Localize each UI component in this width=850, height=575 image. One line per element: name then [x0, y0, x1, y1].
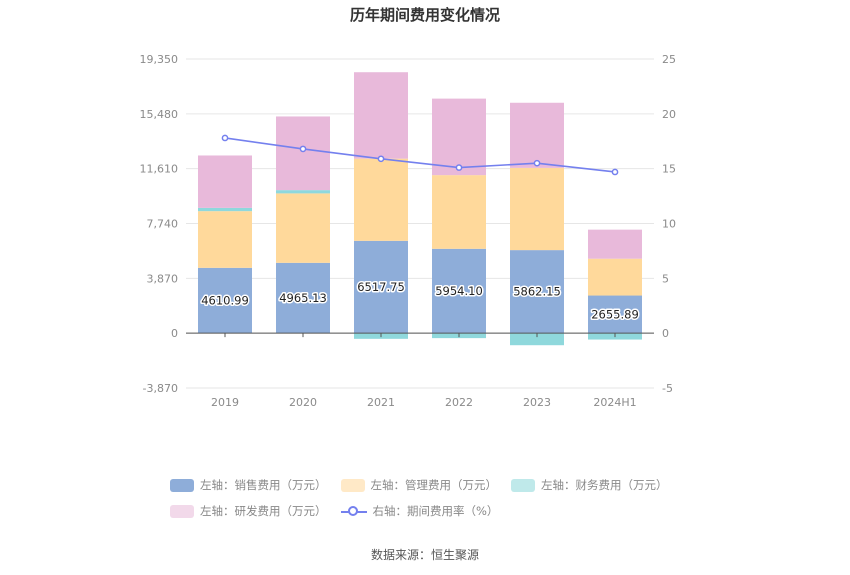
- left-tick-label: -3,870: [143, 382, 178, 395]
- bar-segment[interactable]: [588, 295, 642, 334]
- data-source: 数据来源：恒生聚源: [370, 548, 479, 562]
- right-tick-label: 15: [662, 163, 676, 176]
- rate-point[interactable]: [377, 155, 385, 163]
- legend-label-sales: 左轴：销售费用（万元）: [200, 478, 327, 492]
- x-tick-label: 2019: [211, 396, 239, 409]
- bar-segment[interactable]: [276, 190, 330, 194]
- rate-point[interactable]: [611, 168, 619, 176]
- legend-label-rate: 右轴：期间费用率（%）: [372, 504, 499, 518]
- chart-title: 历年期间费用变化情况: [350, 6, 500, 24]
- x-tick-label: 2020: [289, 396, 317, 409]
- rate-point[interactable]: [299, 145, 307, 153]
- left-tick-label: 7,740: [147, 218, 179, 231]
- x-tick-label: 2022: [445, 396, 473, 409]
- legend-swatch-rate: [340, 505, 367, 518]
- x-tick-label: 2021: [367, 396, 395, 409]
- left-tick-label: 19,350: [140, 53, 179, 66]
- bar-segment[interactable]: [276, 116, 330, 191]
- bar-segment[interactable]: [198, 207, 252, 212]
- sales-data-label: 4610.99: [201, 294, 249, 308]
- legend-label-finance: 左轴：财务费用（万元）: [541, 478, 668, 492]
- left-tick-label: 11,610: [140, 163, 179, 176]
- bar-series: [198, 72, 642, 346]
- bar-segment[interactable]: [354, 240, 408, 334]
- right-tick-label: 5: [662, 272, 669, 285]
- right-tick-label: 10: [662, 218, 676, 231]
- expense-chart: 历年期间费用变化情况 19,350 15,480 11,610 7,740 3,870 0…: [140, 6, 677, 409]
- legend-swatch-rnd: [170, 504, 194, 518]
- rate-point[interactable]: [533, 159, 541, 167]
- bar-segment[interactable]: [432, 175, 486, 249]
- left-tick-label: 3,870: [147, 272, 179, 285]
- legend: 左轴：销售费用（万元） 左轴：管理费用（万元） 左轴：财务费用（万元） 左轴：研…: [170, 472, 690, 524]
- expense-rate-line: [221, 134, 619, 176]
- left-axis-ticks: 19,350 15,480 11,610 7,740 3,870 0 -3,870: [140, 53, 179, 395]
- bar-segment[interactable]: [432, 248, 486, 334]
- bar-segment[interactable]: [198, 155, 252, 208]
- bar-segment[interactable]: [354, 72, 408, 159]
- sales-data-label: 2655.89: [591, 307, 639, 321]
- data-labels: 4610.99 4965.13 6517.75 5954.10 5862.15 2655.…: [200, 278, 641, 322]
- right-tick-label: 20: [662, 108, 676, 121]
- bar-segment[interactable]: [510, 250, 564, 334]
- right-tick-label: 0: [662, 327, 669, 340]
- grid-lines: [186, 58, 654, 389]
- sales-data-label: 4965.13: [279, 291, 327, 305]
- rate-point[interactable]: [221, 134, 229, 142]
- bar-segment[interactable]: [588, 229, 642, 259]
- sales-data-label: 6517.75: [357, 280, 405, 294]
- x-tick-label: 2024H1: [593, 396, 636, 409]
- legend-label-admin: 左轴：管理费用（万元）: [370, 478, 498, 492]
- bar-segment[interactable]: [432, 98, 486, 176]
- rate-line: [224, 137, 616, 173]
- rate-point[interactable]: [455, 164, 463, 171]
- legend-label-rnd: 左轴：研发费用（万元）: [200, 504, 327, 518]
- right-tick-label: -5: [662, 382, 673, 395]
- legend-swatch-finance: [511, 478, 535, 492]
- left-tick-label: 15,480: [140, 108, 179, 121]
- bar-segment[interactable]: [198, 211, 252, 268]
- legend-item-finance[interactable]: 左轴：财务费用（万元）: [511, 477, 668, 493]
- x-tick-label: 2023: [523, 396, 551, 409]
- right-axis-ticks: 25 20 15 10 5 0 -5: [662, 53, 676, 395]
- bar-segment[interactable]: [510, 333, 564, 346]
- bar-segment[interactable]: [510, 102, 564, 168]
- bar-segment[interactable]: [276, 262, 330, 334]
- legend-swatch-admin: [340, 478, 365, 492]
- legend-item-sales[interactable]: 左轴：销售费用（万元）: [170, 477, 327, 493]
- bar-segment[interactable]: [276, 193, 330, 263]
- legend-item-rate[interactable]: 右轴：期间费用率（%）: [340, 503, 499, 519]
- bar-segment[interactable]: [354, 158, 408, 241]
- right-tick-label: 25: [662, 53, 676, 66]
- bar-segment[interactable]: [198, 267, 252, 334]
- bar-segment[interactable]: [588, 258, 642, 296]
- bar-segment[interactable]: [510, 167, 564, 251]
- legend-item-admin[interactable]: 左轴：管理费用（万元）: [340, 477, 498, 493]
- legend-item-rnd[interactable]: 左轴：研发费用（万元）: [170, 503, 327, 519]
- sales-data-label: 5954.10: [435, 284, 483, 298]
- legend-swatch-sales: [170, 478, 194, 492]
- x-axis: 2019 2020 2021 2022 2023 2024H1: [186, 332, 654, 409]
- sales-data-label: 5862.15: [513, 285, 561, 299]
- left-tick-label: 0: [171, 327, 178, 340]
